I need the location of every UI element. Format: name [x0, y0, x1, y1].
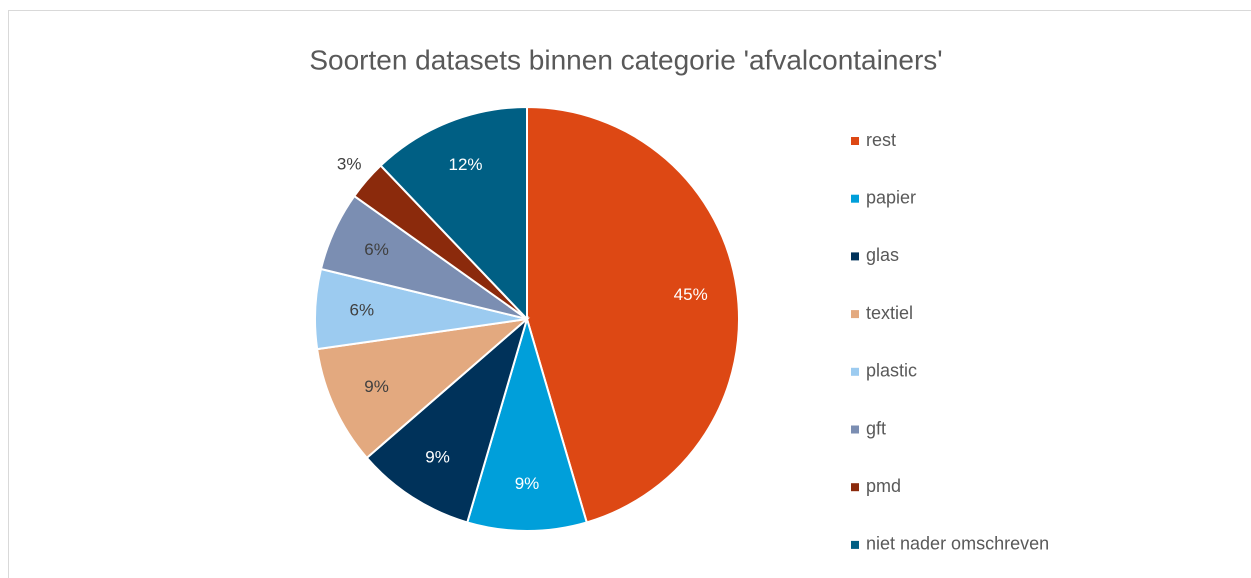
legend-label: plastic [866, 361, 917, 381]
legend-label: glas [866, 245, 899, 265]
pie-slice [466, 315, 588, 532]
data-label: 6% [350, 301, 375, 320]
data-label: 9% [425, 448, 450, 467]
legend-label: papier [866, 187, 916, 207]
legend-swatch [851, 540, 859, 549]
legend-label: textiel [866, 303, 913, 323]
data-label: 3% [337, 154, 362, 173]
legend-swatch [851, 137, 859, 145]
data-label: 9% [515, 474, 540, 493]
chart-title: Soorten datasets binnen categorie 'afval… [309, 44, 942, 75]
legend-swatch [851, 425, 859, 434]
pie-slice [526, 105, 740, 524]
pie-slice [316, 317, 531, 460]
data-label: 9% [364, 377, 389, 396]
data-label: 45% [674, 285, 708, 304]
legend-swatch [851, 194, 859, 203]
legend-swatch [851, 367, 859, 376]
legend-label: niet nader omschreven [866, 534, 1049, 554]
legend-swatch [851, 310, 859, 319]
legend-label: gft [866, 418, 886, 438]
pie-slice [365, 316, 529, 524]
data-label: 6% [364, 240, 389, 259]
legend-swatch [851, 252, 859, 261]
legend-swatch [851, 483, 859, 492]
legend-label: pmd [866, 476, 901, 496]
legend-label: rest [866, 130, 896, 150]
data-label: 12% [449, 155, 483, 174]
pie-slice [379, 105, 528, 322]
